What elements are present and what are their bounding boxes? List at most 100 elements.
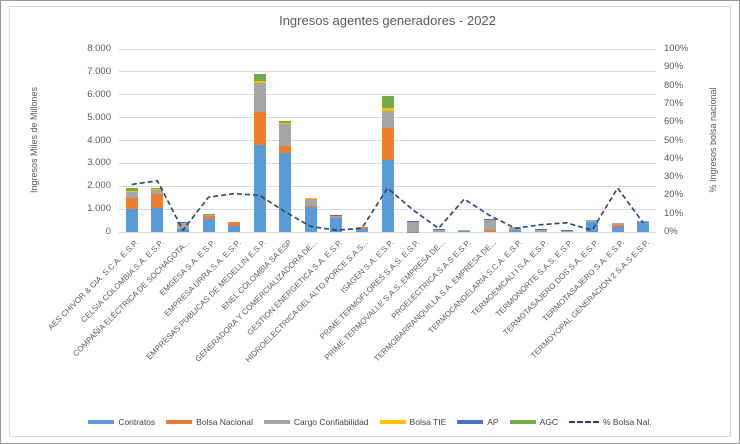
legend-swatch: [509, 420, 536, 424]
bar-segment-cargo-confiabilidad: [432, 229, 445, 232]
bar-segment-ap: [330, 215, 343, 217]
legend-item: AP: [457, 417, 499, 427]
y-left-tick-label: 7.000: [87, 65, 111, 77]
legend-line-swatch: [569, 421, 600, 423]
bar-segment-contratos: [151, 207, 164, 232]
bar-segment-agc: [151, 188, 164, 190]
bar-segment-bolsa-nacional: [381, 127, 394, 160]
bar-segment-bolsa-nacional: [304, 206, 317, 208]
bar-segment-bolsa-tie: [381, 108, 394, 111]
y-right-axis-title: % Ingresos bolsa nacional: [708, 87, 718, 193]
bar-segment-bolsa-nacional: [253, 111, 266, 146]
bar-segment-ap: [432, 229, 445, 231]
bar-segment-cargo-confiabilidad: [534, 229, 547, 232]
bar-segment-cargo-confiabilidad: [560, 231, 573, 233]
bar-segment-ap: [176, 221, 189, 223]
bar-segment-contratos: [279, 153, 292, 232]
y-left-tick-label: 0: [105, 226, 111, 237]
y-left-tick-label: 3.000: [87, 157, 111, 169]
bar-segment-cargo-confiabilidad: [176, 222, 189, 229]
legend-item: % Bolsa Nal.: [569, 417, 652, 427]
legend-label: Bolsa Nacional: [196, 417, 253, 427]
chart-legend: Contratos Bolsa Nacional Cargo Confiabilid…: [11, 417, 729, 427]
bar-segment-ap: [534, 229, 547, 231]
bar-segment-contratos: [407, 231, 420, 233]
bar-segment-contratos: [509, 229, 522, 232]
legend-swatch: [379, 420, 406, 424]
bar-segment-agc: [125, 188, 138, 191]
gridline: [119, 48, 656, 50]
legend-label: AGC: [539, 417, 559, 427]
legend-swatch: [457, 420, 484, 424]
bar-segment-contratos: [637, 222, 650, 232]
bar-segment-bolsa-nacional: [279, 146, 292, 154]
y-right-tick-label: 100%: [664, 43, 689, 54]
legend-swatch: [88, 420, 115, 424]
y-right-tick-label: 30%: [664, 171, 684, 183]
bar-segment-cargo-confiabilidad: [253, 83, 266, 112]
gridline: [119, 231, 656, 233]
chart-title: Ingresos agentes generadores - 2022: [279, 13, 496, 28]
legend-label: Bolsa TIE: [409, 417, 447, 427]
bar-segment-contratos: [381, 159, 394, 232]
y-left-tick-label: 8.000: [87, 43, 111, 54]
legend-label: Contratos: [118, 417, 156, 427]
y-left-tick-label: 1.000: [87, 203, 111, 215]
bar-segment-cargo-confiabilidad: [151, 189, 164, 195]
legend-item: Bolsa Nacional: [166, 417, 253, 427]
y-right-tick-label: 70%: [664, 97, 684, 109]
bar-segment-cargo-confiabilidad: [483, 219, 496, 231]
gridline: [119, 71, 656, 73]
gridline: [119, 94, 656, 96]
bar-segment-ap: [483, 218, 496, 220]
y-right-tick-label: 90%: [664, 61, 684, 73]
bar-segment-contratos: [304, 206, 317, 232]
legend-item: Cargo Confiabilidad: [263, 417, 369, 427]
trend-line: [131, 179, 644, 232]
bar-segment-bolsa-tie: [253, 81, 266, 84]
legend-label: Cargo Confiabilidad: [293, 417, 369, 427]
y-right-tick-label: 0%: [664, 226, 678, 237]
bar-segment-cargo-confiabilidad: [125, 191, 138, 198]
bar-segment-cargo-confiabilidad: [202, 214, 215, 216]
bar-segment-cargo-confiabilidad: [586, 220, 599, 223]
y-right-tick-label: 20%: [664, 189, 684, 201]
bar-segment-contratos: [586, 222, 599, 232]
bar-segment-cargo-confiabilidad: [304, 198, 317, 207]
y-left-tick-label: 4.000: [87, 134, 111, 146]
bar-segment-bolsa-nacional: [355, 227, 368, 229]
bar-segment-contratos: [611, 226, 624, 232]
legend-swatch: [166, 420, 193, 424]
bar-segment-contratos: [458, 231, 471, 233]
bar-segment-bolsa-nacional: [202, 215, 215, 220]
y-left-tick-label: 2.000: [87, 180, 111, 192]
bar-segment-cargo-confiabilidad: [279, 124, 292, 147]
bar-segment-bolsa-tie: [151, 188, 164, 190]
legend-item: AGC: [509, 417, 559, 427]
legend-label: % Bolsa Nal.: [603, 417, 652, 427]
bar-segment-contratos: [330, 218, 343, 232]
bar-segment-cargo-confiabilidad: [458, 229, 471, 232]
bar-segment-agc: [253, 74, 266, 82]
bar-segment-cargo-confiabilidad: [611, 223, 624, 225]
plot-area: [119, 48, 656, 233]
bar-segment-bolsa-nacional: [611, 224, 624, 227]
bar-segment-agc: [381, 95, 394, 109]
bar-segment-cargo-confiabilidad: [407, 221, 420, 232]
bar-segment-contratos: [253, 145, 266, 232]
bar-segment-bolsa-nacional: [228, 221, 241, 226]
y-left-tick-label: 5.000: [87, 111, 111, 123]
bar-segment-bolsa-tie: [279, 122, 292, 125]
y-right-tick-label: 80%: [664, 79, 684, 91]
y-left-axis-title: Ingresos Miles de Millones: [29, 86, 39, 194]
y-left-tick-label: 6.000: [87, 88, 111, 100]
bar-segment-contratos: [125, 209, 138, 232]
bar-segment-bolsa-nacional: [151, 194, 164, 208]
y-right-tick-label: 60%: [664, 116, 684, 128]
legend-swatch: [263, 420, 290, 424]
y-right-tick-label: 10%: [664, 207, 684, 219]
bar-segment-bolsa-tie: [304, 197, 317, 199]
bar-segment-bolsa-tie: [125, 190, 138, 192]
bar-segment-bolsa-nacional: [125, 197, 138, 210]
